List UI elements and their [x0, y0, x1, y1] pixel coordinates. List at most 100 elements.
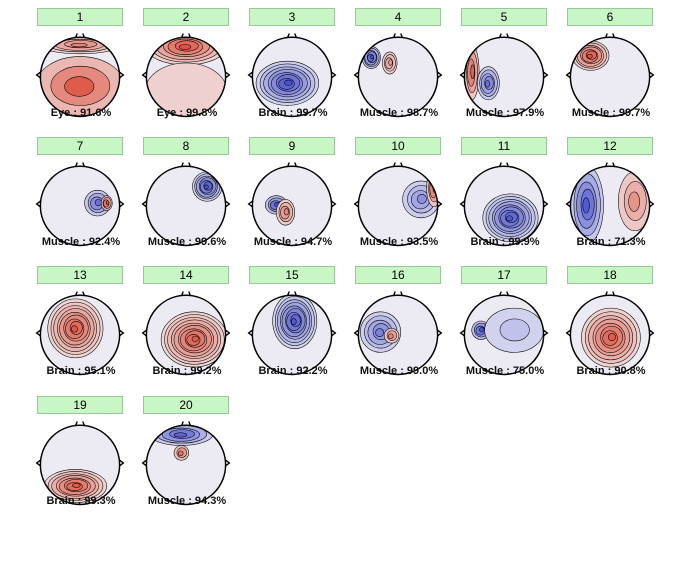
ear-right: [225, 329, 231, 337]
component-classification-label: Muscle : 93.5%: [359, 236, 439, 248]
component-number-button[interactable]: 18: [567, 266, 653, 284]
topo-map-10: [353, 162, 443, 247]
component-number-button[interactable]: 9: [249, 137, 335, 155]
topo-map-2: [141, 33, 231, 118]
head-outline: [145, 424, 227, 506]
component-number-button[interactable]: 12: [567, 137, 653, 155]
component-number-button[interactable]: 20: [143, 396, 229, 414]
ear-right: [543, 329, 549, 337]
head-outline: [251, 36, 333, 118]
component-number-button[interactable]: 7: [37, 137, 123, 155]
contour-1-2: [388, 333, 394, 339]
component-cell: 2 Eye : 99.8%: [141, 8, 233, 138]
component-classification-label: Muscle : 97.9%: [465, 107, 545, 119]
component-number-button[interactable]: 16: [355, 266, 441, 284]
contour-0-3: [470, 64, 475, 79]
topo-background: [358, 37, 438, 117]
component-classification-label: Eye : 99.8%: [156, 107, 218, 119]
component-classification-label: Muscle : 94.7%: [253, 236, 333, 248]
ear-right: [331, 71, 337, 79]
component-number-button[interactable]: 4: [355, 8, 441, 26]
ear-right: [649, 329, 655, 337]
head-outline: [357, 165, 439, 247]
ear-left: [35, 200, 41, 208]
head-outline: [39, 165, 121, 247]
contour-0-3: [94, 199, 102, 207]
contour-1-4: [484, 80, 490, 88]
component-number-button[interactable]: 6: [567, 8, 653, 26]
head-outline: [569, 294, 651, 376]
ear-left: [247, 329, 253, 337]
component-classification-label: Eye : 91.6%: [50, 107, 112, 119]
topo-map-17: [459, 291, 549, 376]
topo-map-19: [35, 421, 125, 506]
component-classification-label: Muscle : 94.3%: [147, 495, 227, 507]
component-number-button[interactable]: 1: [37, 8, 123, 26]
ear-left: [459, 71, 465, 79]
component-cell: 14 Brain : 99.2%: [141, 266, 233, 396]
component-number-button[interactable]: 5: [461, 8, 547, 26]
component-classification-label: Muscle : 75.0%: [465, 365, 545, 377]
head-outline: [569, 36, 651, 118]
ear-right: [119, 71, 125, 79]
contour-0-3: [479, 327, 485, 333]
topo-map-11: [459, 162, 549, 247]
contour-1-0: [146, 62, 226, 117]
component-number-button[interactable]: 15: [249, 266, 335, 284]
component-number-button[interactable]: 19: [37, 396, 123, 414]
contour-0-7: [284, 79, 293, 86]
component-cell: 5 Muscle : 97.9%: [459, 8, 551, 138]
component-number-button[interactable]: 2: [143, 8, 229, 26]
component-number-button[interactable]: 14: [143, 266, 229, 284]
component-classification-label: Brain : 90.8%: [576, 365, 646, 377]
component-number-button[interactable]: 17: [461, 266, 547, 284]
component-number-button[interactable]: 11: [461, 137, 547, 155]
head-outline: [145, 165, 227, 247]
component-classification-label: Brain : 92.2%: [258, 365, 328, 377]
component-number-button[interactable]: 13: [37, 266, 123, 284]
component-cell: 6 Muscle : 99.7%: [565, 8, 657, 138]
head-outline: [357, 294, 439, 376]
ear-left: [459, 200, 465, 208]
head-outline: [39, 294, 121, 376]
ear-right: [225, 459, 231, 467]
component-classification-label: Muscle : 99.0%: [359, 365, 439, 377]
head-outline: [463, 294, 545, 376]
ear-left: [247, 200, 253, 208]
ear-left: [565, 329, 571, 337]
contour-0-4: [375, 328, 384, 337]
contour-1-3: [105, 200, 110, 205]
ear-right: [119, 200, 125, 208]
ear-left: [459, 329, 465, 337]
ear-right: [543, 71, 549, 79]
component-cell: 10 Muscle : 93.5%: [353, 137, 445, 267]
topo-map-8: [141, 162, 231, 247]
component-cell: 3 Brain : 99.7%: [247, 8, 339, 138]
topo-map-12: [565, 162, 655, 247]
head-outline: [145, 36, 227, 118]
contour-0-3: [416, 194, 427, 204]
ear-left: [35, 329, 41, 337]
ear-right: [543, 200, 549, 208]
topo-background: [146, 166, 226, 246]
head-outline: [569, 165, 651, 247]
component-number-button[interactable]: 10: [355, 137, 441, 155]
contour-0-4: [582, 197, 590, 214]
topo-map-9: [247, 162, 337, 247]
ear-left: [565, 200, 571, 208]
component-number-button[interactable]: 8: [143, 137, 229, 155]
component-cell: 13 Brain : 95.1%: [35, 266, 127, 396]
contour-1-3: [283, 208, 289, 216]
contour-0-6: [586, 53, 593, 59]
ear-right: [225, 200, 231, 208]
ear-right: [437, 71, 443, 79]
head-outline: [145, 294, 227, 376]
component-cell: 7 Muscle : 92.4%: [35, 137, 127, 267]
component-classification-label: Brain : 99.9%: [470, 236, 540, 248]
ear-left: [565, 71, 571, 79]
component-cell: 17 Muscle : 75.0%: [459, 266, 551, 396]
topo-map-18: [565, 291, 655, 376]
head-outline: [251, 294, 333, 376]
component-number-button[interactable]: 3: [249, 8, 335, 26]
ear-left: [141, 329, 147, 337]
